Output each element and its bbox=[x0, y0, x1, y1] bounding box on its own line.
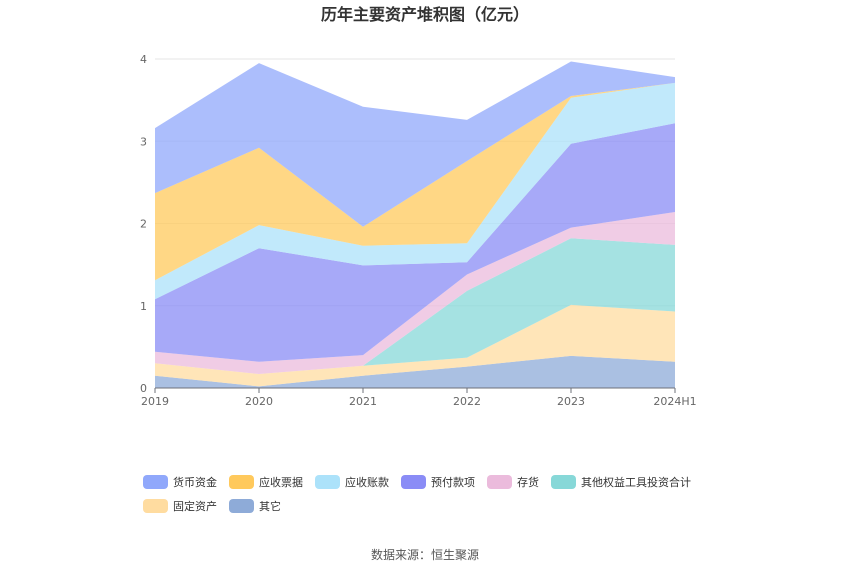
legend-swatch bbox=[487, 475, 512, 489]
legend-swatch bbox=[551, 475, 576, 489]
legend-swatch bbox=[229, 499, 254, 513]
chart-title: 历年主要资产堆积图（亿元） bbox=[321, 5, 529, 24]
area-series-货币资金 bbox=[155, 61, 675, 227]
y-tick-label: 2 bbox=[140, 218, 147, 231]
area-series-存货 bbox=[155, 212, 675, 374]
y-tick-label: 1 bbox=[140, 300, 147, 313]
legend-item-预付款项[interactable]: 预付款项 bbox=[401, 475, 475, 489]
area-series bbox=[155, 61, 675, 388]
x-tick-label: 2019 bbox=[141, 395, 169, 408]
y-tick-label: 4 bbox=[140, 53, 147, 66]
legend-item-应收票据[interactable]: 应收票据 bbox=[229, 475, 303, 489]
x-tick-label: 2021 bbox=[349, 395, 377, 408]
x-tick-label: 2023 bbox=[557, 395, 585, 408]
x-tick-label: 2020 bbox=[245, 395, 273, 408]
area-series-其它 bbox=[155, 355, 675, 388]
legend-item-其它[interactable]: 其它 bbox=[229, 499, 281, 513]
legend-item-货币资金[interactable]: 货币资金 bbox=[143, 475, 217, 489]
legend-swatch bbox=[315, 475, 340, 489]
legend-item-其他权益工具投资合计[interactable]: 其他权益工具投资合计 bbox=[551, 475, 691, 489]
legend-label: 其它 bbox=[259, 499, 281, 513]
x-tick-label: 2022 bbox=[453, 395, 481, 408]
y-tick-label: 3 bbox=[140, 135, 147, 148]
legend-swatch bbox=[143, 499, 168, 513]
legend-label: 存货 bbox=[517, 475, 539, 489]
area-series-预付款项 bbox=[155, 123, 675, 362]
legend-label: 预付款项 bbox=[431, 475, 475, 489]
area-series-应收票据 bbox=[155, 82, 675, 281]
y-tick-label: 0 bbox=[140, 382, 147, 395]
legend-label: 固定资产 bbox=[173, 499, 217, 513]
legend-label: 应收账款 bbox=[345, 475, 389, 489]
x-tick-label: 2024H1 bbox=[653, 395, 696, 408]
legend-swatch bbox=[401, 475, 426, 489]
legend-swatch bbox=[143, 475, 168, 489]
legend-item-存货[interactable]: 存货 bbox=[487, 475, 539, 489]
legend-label: 货币资金 bbox=[173, 475, 217, 489]
area-series-其他权益工具投资合计 bbox=[155, 238, 675, 374]
legend-item-应收账款[interactable]: 应收账款 bbox=[315, 475, 389, 489]
source-note: 数据来源：恒生聚源 bbox=[371, 547, 479, 562]
legend-label: 其他权益工具投资合计 bbox=[581, 475, 691, 489]
legend-item-固定资产[interactable]: 固定资产 bbox=[143, 499, 217, 513]
area-series-固定资产 bbox=[155, 304, 675, 387]
axes: 0 1 2 3 4 2019 2020 2021 2022 2023 2024H1 bbox=[140, 53, 697, 408]
legend-label: 应收票据 bbox=[259, 475, 303, 489]
area-series-应收账款 bbox=[155, 82, 675, 300]
legend-swatch bbox=[229, 475, 254, 489]
